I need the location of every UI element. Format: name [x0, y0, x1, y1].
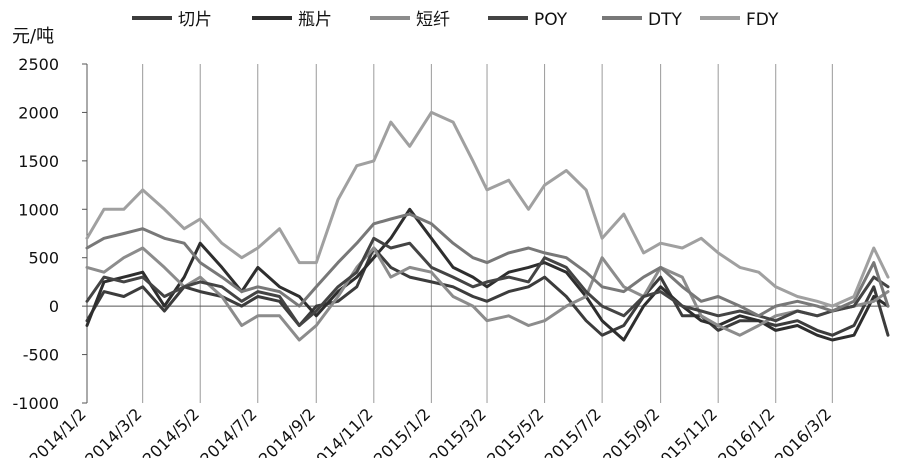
y-unit-label: 元/吨 — [12, 26, 54, 47]
x-tick-label: 2014/5/2 — [139, 404, 203, 458]
y-tick-label: 2500 — [18, 55, 59, 74]
y-tick-label: 1000 — [18, 200, 59, 219]
legend-label: DTY — [648, 10, 682, 30]
x-tick-label: 2015/5/2 — [483, 404, 547, 458]
x-tick-label: 2015/11/2 — [650, 404, 721, 458]
x-tick-label: 2016/1/2 — [714, 404, 778, 458]
y-tick-labels: -1000 -500 0 500 1000 1500 2000 2500 — [13, 55, 87, 413]
x-tick-label: 2014/3/2 — [81, 404, 145, 458]
x-tick-label: 2014/7/2 — [196, 404, 260, 458]
gridlines — [86, 64, 833, 403]
x-tick-label: 2014/11/2 — [305, 404, 376, 458]
x-tick-label: 2015/7/2 — [541, 404, 605, 458]
series-line — [85, 246, 890, 342]
x-tick-labels: 2014/1/22014/3/22014/5/22014/7/22014/9/2… — [26, 404, 836, 458]
y-tick-label: 0 — [49, 297, 59, 316]
series-line — [85, 207, 890, 342]
y-tick-label: -500 — [23, 346, 59, 365]
x-tick-label: 2015/9/2 — [599, 404, 663, 458]
y-tick-label: -1000 — [13, 394, 60, 413]
y-tick-label: 500 — [28, 249, 59, 268]
legend: 切片 瓶片 短纤 POY DTY FDY — [132, 10, 779, 30]
x-tick-label: 2016/3/2 — [771, 404, 835, 458]
y-tick-label: 1500 — [18, 152, 59, 171]
legend-label: 短纤 — [416, 10, 450, 30]
legend-label: FDY — [746, 10, 779, 30]
legend-label: 切片 — [178, 10, 212, 30]
legend-label: 瓶片 — [298, 10, 332, 30]
series-line — [85, 212, 890, 318]
y-tick-label: 2000 — [18, 103, 59, 122]
series-line — [85, 110, 890, 308]
series-lines — [85, 110, 890, 342]
x-tick-label: 2015/1/2 — [370, 404, 434, 458]
x-tick-label: 2014/9/2 — [255, 404, 319, 458]
x-tick-label: 2015/3/2 — [426, 404, 490, 458]
axes — [86, 64, 888, 403]
legend-label: POY — [534, 10, 568, 30]
